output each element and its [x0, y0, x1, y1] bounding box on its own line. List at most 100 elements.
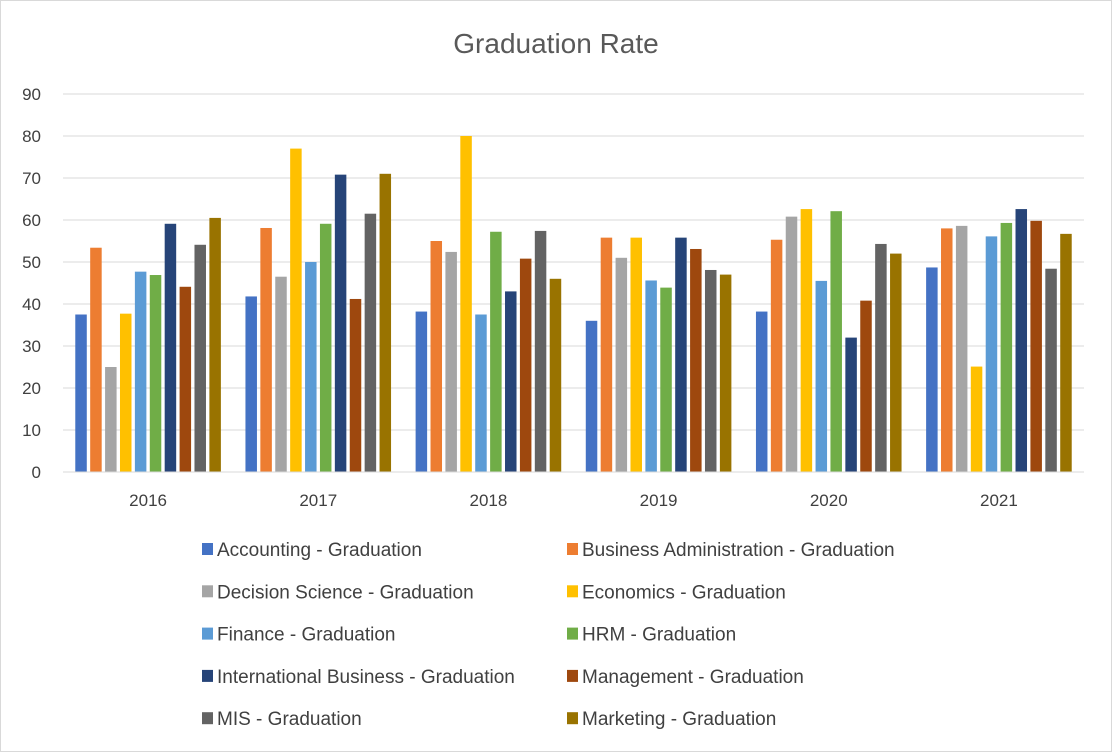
legend-swatch [202, 543, 213, 555]
legend-item: Finance - Graduation [202, 625, 396, 646]
bar [179, 286, 192, 472]
y-tick-label: 40 [22, 295, 41, 314]
bar [245, 296, 257, 472]
legend-label: Finance - Graduation [217, 625, 396, 646]
x-axis-ticks: 2016 2017 2018 2019 2020 2021 [129, 491, 1018, 510]
legend-swatch [567, 669, 578, 682]
bar [755, 311, 768, 472]
bar [926, 267, 938, 472]
bar [90, 247, 102, 472]
gridlines [63, 93, 1084, 431]
bar [505, 291, 517, 472]
bar [305, 262, 317, 472]
legend-label: HRM - Graduation [582, 625, 736, 646]
legend-label: MIS - Graduation [217, 709, 362, 730]
legend-swatch [567, 585, 578, 598]
y-tick-label: 10 [22, 421, 41, 440]
bar [1060, 233, 1072, 472]
bar [534, 230, 547, 472]
y-tick-label: 20 [22, 379, 41, 398]
bar [645, 280, 657, 472]
y-tick-label: 90 [22, 85, 41, 104]
bar [800, 209, 813, 472]
bar [955, 225, 968, 472]
legend-swatch [202, 627, 213, 640]
bar [415, 311, 428, 472]
y-tick-label: 0 [32, 463, 41, 482]
bar [549, 278, 562, 472]
bar [1030, 220, 1042, 472]
bar [460, 136, 472, 472]
bar [490, 231, 502, 472]
legend-item: MIS - Graduation [202, 709, 362, 730]
x-tick-label: 2017 [299, 491, 337, 510]
bar [845, 337, 857, 472]
bar [719, 274, 732, 472]
legend-item: Management - Graduation [567, 667, 804, 688]
y-tick-label: 70 [22, 169, 41, 188]
bar [445, 251, 457, 472]
bar [770, 239, 783, 472]
bar [319, 223, 332, 472]
legend-swatch [567, 627, 578, 640]
bar [690, 248, 702, 472]
bar [660, 287, 672, 472]
bar [209, 217, 221, 472]
y-tick-label: 30 [22, 337, 41, 356]
bar [860, 300, 872, 472]
legend-swatch [567, 712, 578, 725]
legend-item: International Business - Graduation [202, 667, 515, 688]
bar [830, 211, 842, 472]
bar [615, 257, 628, 472]
bar [941, 228, 953, 472]
bar [75, 314, 87, 472]
bar [985, 236, 998, 472]
legend-label: International Business - Graduation [217, 667, 515, 688]
bar [704, 269, 717, 472]
bar [585, 320, 598, 472]
legend-swatch [202, 585, 213, 598]
bar [105, 367, 117, 472]
bar [815, 280, 828, 472]
bar [1045, 268, 1057, 472]
bar [194, 244, 206, 472]
bar [260, 227, 272, 472]
legend-item: Accounting - Graduation [202, 540, 422, 561]
x-tick-label: 2018 [470, 491, 508, 510]
legend-item: Decision Science - Graduation [202, 582, 474, 603]
legend: Accounting - Graduation Business Administ… [202, 540, 895, 730]
bar [134, 271, 147, 472]
bar [1015, 209, 1028, 472]
bar [630, 237, 642, 472]
bar [675, 237, 687, 472]
bar [785, 216, 798, 472]
bar [890, 253, 902, 472]
bar [164, 223, 177, 472]
bar [364, 213, 377, 472]
bar [149, 275, 162, 472]
x-tick-label: 2021 [980, 491, 1018, 510]
bar [600, 237, 613, 472]
legend-label: Management - Graduation [582, 667, 804, 688]
y-tick-label: 60 [22, 211, 41, 230]
legend-swatch [567, 543, 578, 555]
y-axis-ticks: 0 10 20 30 40 50 60 70 80 90 [22, 85, 41, 482]
legend-label: Business Administration - Graduation [582, 540, 895, 561]
x-tick-label: 2016 [129, 491, 167, 510]
bar [875, 243, 887, 472]
y-tick-label: 50 [22, 253, 41, 272]
legend-swatch [202, 712, 213, 725]
bar [379, 173, 392, 473]
x-tick-label: 2019 [640, 491, 678, 510]
legend-label: Accounting - Graduation [217, 540, 422, 561]
bar [430, 241, 443, 472]
bar [970, 366, 983, 472]
legend-item: HRM - Graduation [567, 625, 736, 646]
bar [475, 314, 487, 472]
legend-item: Marketing - Graduation [567, 709, 776, 730]
legend-label: Economics - Graduation [582, 582, 786, 603]
bar [119, 313, 132, 472]
legend-item: Economics - Graduation [567, 582, 786, 603]
